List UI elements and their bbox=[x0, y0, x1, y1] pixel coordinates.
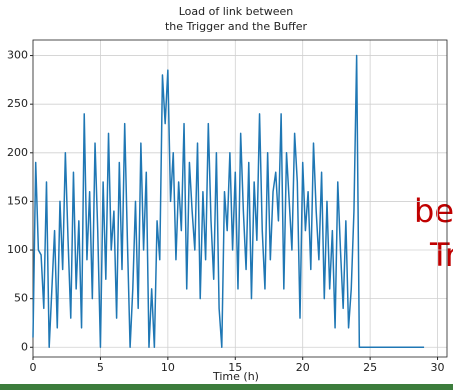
y-tick-label: 200 bbox=[7, 146, 28, 159]
x-tick-label: 15 bbox=[228, 361, 242, 374]
x-axis-label: Time (h) bbox=[212, 370, 259, 383]
slide-text: Tr bbox=[429, 236, 453, 274]
x-tick-label: 25 bbox=[363, 361, 377, 374]
y-tick-label: 150 bbox=[7, 194, 28, 207]
slide-text: be bbox=[414, 192, 453, 230]
chart-title: the Trigger and the Buffer bbox=[165, 20, 308, 33]
x-tick-label: 20 bbox=[296, 361, 310, 374]
y-tick-label: 250 bbox=[7, 97, 28, 110]
y-tick-label: 100 bbox=[7, 243, 28, 256]
x-tick-label: 10 bbox=[161, 361, 175, 374]
y-tick-label: 0 bbox=[21, 340, 28, 353]
plot-frame bbox=[32, 39, 448, 358]
slide-footer-bar bbox=[0, 384, 453, 390]
x-tick-label: 5 bbox=[97, 361, 104, 374]
data-line bbox=[32, 54, 425, 349]
chart-title: Load of link between bbox=[179, 5, 294, 18]
y-tick-label: 300 bbox=[7, 49, 28, 62]
y-tick-label: 50 bbox=[14, 292, 28, 305]
x-tick-label: 30 bbox=[431, 361, 445, 374]
x-tick-label: 0 bbox=[30, 361, 37, 374]
